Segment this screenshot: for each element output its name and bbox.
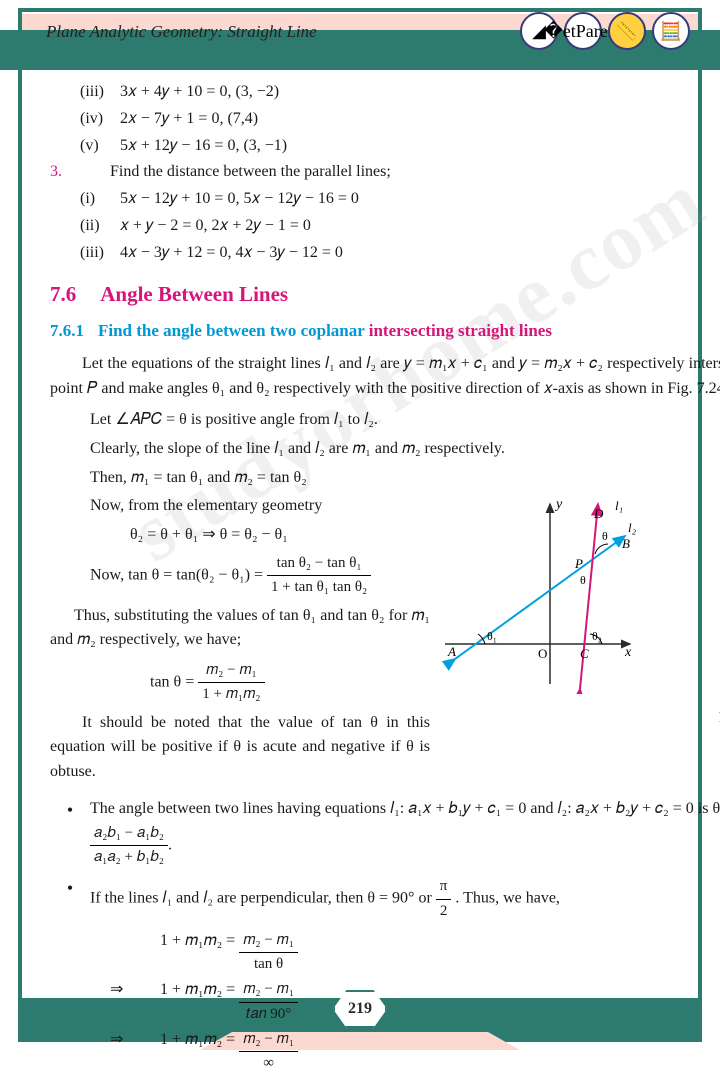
svg-text:O: O — [538, 646, 547, 661]
bullet-icon: • — [50, 875, 90, 923]
implication-line: 1 + 𝑚₁𝑚₂ = 𝑚₂ − 𝑚₁tan θ — [50, 929, 720, 977]
implication-line: ⇒1 + 𝑚₁𝑚₂ = 𝑚₂ − 𝑚₁𝑡𝑎𝑛 90° — [50, 978, 720, 1026]
svg-text:P: P — [574, 556, 583, 571]
item-marker: (i) — [50, 187, 120, 212]
body-line: Clearly, the slope of the line 𝑙₁ and 𝑙₂… — [50, 437, 720, 462]
item-marker: (iv) — [50, 107, 120, 132]
svg-text:D: D — [593, 506, 604, 521]
formula: tan θ = 𝑚₂ − 𝑚₁1 + 𝑚₁𝑚₂ — [50, 659, 430, 707]
item-marker: (v) — [50, 134, 120, 159]
formula: Now, tan θ = tan(θ₂ − θ₁) = tan θ₂ − tan… — [50, 552, 430, 600]
exercise-text: 3𝑥 + 4𝑦 + 10 = 0, (3, −2) — [120, 80, 720, 105]
svg-text:B: B — [622, 536, 630, 551]
ruler-icon: 📏 — [608, 12, 646, 50]
bullet-text: The angle between two lines having equat… — [90, 797, 720, 869]
implication-line: ⇒1 + 𝑚₁𝑚₂ = 𝑚₂ − 𝑚₁∞ — [50, 1028, 720, 1075]
body-line: Now, from the elementary geometry — [50, 494, 430, 519]
svg-text:y: y — [554, 497, 563, 512]
item-marker: (iii) — [50, 80, 120, 105]
body-line: Let ∠𝐴𝑃𝐶 = θ is positive angle from 𝑙₁ t… — [50, 408, 720, 433]
compass-icon: �etParent — [564, 12, 602, 50]
item-marker: (iii) — [50, 241, 120, 266]
svg-text:θ₁: θ₁ — [487, 629, 497, 643]
svg-text:θ: θ — [580, 573, 586, 587]
exercise-text: 5𝑥 − 12𝑦 + 10 = 0, 5𝑥 − 12𝑦 − 16 = 0 — [120, 187, 720, 212]
body-line: Then, 𝑚₁ = tan θ₁ and 𝑚₂ = tan θ₂ — [50, 466, 720, 491]
svg-text:l₁: l₁ — [615, 498, 623, 513]
paragraph: Let the equations of the straight lines … — [50, 352, 720, 402]
header-icons: ◢ �etParent 📏 🧮 — [520, 12, 690, 50]
svg-text:θ: θ — [602, 529, 608, 543]
page-title: Plane Analytic Geometry: Straight Line — [46, 22, 317, 42]
svg-text:C: C — [580, 646, 589, 661]
svg-text:A: A — [447, 644, 456, 659]
exercise-text: 𝑥 + 𝑦 − 2 = 0, 2𝑥 + 2𝑦 − 1 = 0 — [120, 214, 720, 239]
exercise-text: 4𝑥 − 3𝑦 + 12 = 0, 4𝑥 − 3𝑦 − 12 = 0 — [120, 241, 720, 266]
section-heading: 7.6Angle Between Lines — [50, 278, 720, 311]
svg-text:l₂: l₂ — [628, 520, 637, 535]
question-number: 3. — [50, 160, 110, 185]
question-text: Find the distance between the parallel l… — [110, 160, 720, 185]
item-marker: (ii) — [50, 214, 120, 239]
figure-diagram: x y O A C P B D l₁ l₂ θ₁ θ₂ θ θ — [430, 494, 640, 694]
paragraph: It should be noted that the value of tan… — [50, 711, 430, 785]
svg-text:x: x — [624, 645, 632, 660]
calculator-icon: 🧮 — [652, 12, 690, 50]
figure-label: Fig 7.24 — [430, 707, 720, 730]
bullet-icon: • — [50, 797, 90, 869]
exercise-text: 2𝑥 − 7𝑦 + 1 = 0, (7,4) — [120, 107, 720, 132]
formula: θ₂ = θ + θ₁ ⇒ θ = θ₂ − θ₁ — [50, 523, 430, 548]
bullet-text: If the lines 𝑙₁ and 𝑙₂ are perpendicular… — [90, 875, 720, 923]
exercise-text: 5𝑥 + 12𝑦 − 16 = 0, (3, −1) — [120, 134, 720, 159]
subsection-heading: 7.6.1Find the angle between two coplanar… — [50, 318, 720, 344]
svg-text:θ₂: θ₂ — [592, 629, 602, 643]
body-line: Thus, substituting the values of tan θ₁ … — [50, 604, 430, 654]
